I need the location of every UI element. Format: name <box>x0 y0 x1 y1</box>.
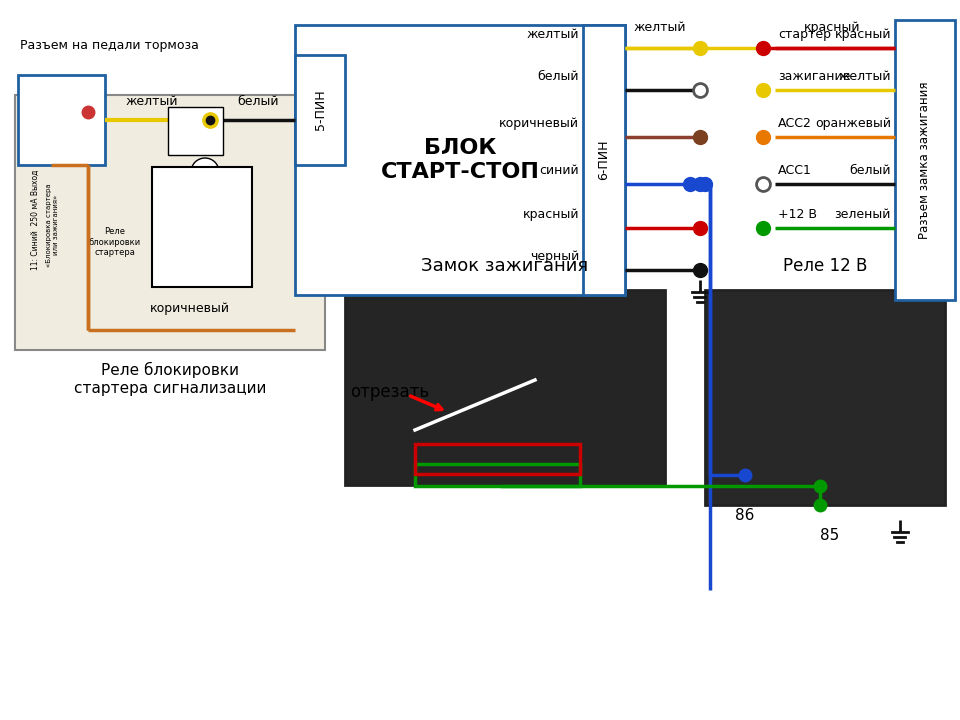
FancyBboxPatch shape <box>295 55 345 165</box>
Text: Реле блокировки
стартера сигнализации: Реле блокировки стартера сигнализации <box>74 362 266 395</box>
Text: 85: 85 <box>821 528 840 542</box>
Text: CN4
-11-: CN4 -11- <box>185 120 205 141</box>
Text: Реле
блокировки
стартера: Реле блокировки стартера <box>89 227 141 257</box>
Bar <box>415 464 580 486</box>
Text: черный: черный <box>530 250 579 263</box>
FancyBboxPatch shape <box>583 25 625 295</box>
Bar <box>345 290 665 485</box>
Text: 6-ПИН: 6-ПИН <box>597 140 611 180</box>
Text: Разъем замка зажигания: Разъем замка зажигания <box>919 81 931 239</box>
Text: зеленый: зеленый <box>834 208 891 221</box>
Text: Или: Или <box>197 168 213 176</box>
Text: 35: 35 <box>196 195 208 205</box>
Text: 5-ПИН: 5-ПИН <box>314 90 326 130</box>
Text: 2б   2а: 2б 2а <box>187 178 216 186</box>
Text: зажигание: зажигание <box>778 70 851 83</box>
Text: АСС1: АСС1 <box>778 164 812 177</box>
Circle shape <box>191 158 219 186</box>
Bar <box>415 444 580 474</box>
Text: БЛОК
СТАРТ-СТОП: БЛОК СТАРТ-СТОП <box>380 138 540 181</box>
Text: 11: Синий  250 мА Выход: 11: Синий 250 мА Выход <box>31 170 39 270</box>
FancyBboxPatch shape <box>295 25 625 295</box>
Bar <box>15 95 325 350</box>
Text: Разъем на педали тормоза: Разъем на педали тормоза <box>20 38 199 52</box>
Text: 86: 86 <box>735 508 755 523</box>
Text: +12 В: +12 В <box>778 208 817 221</box>
Text: красный: красный <box>522 208 579 221</box>
Bar <box>168 107 223 155</box>
Text: белый: белый <box>538 70 579 83</box>
Text: коричневый: коричневый <box>150 302 230 315</box>
Text: 30: 30 <box>196 247 208 257</box>
Text: белый: белый <box>850 164 891 177</box>
Text: Реле 12 В: Реле 12 В <box>782 257 867 275</box>
Text: красный: красный <box>804 21 860 34</box>
Text: стартер: стартер <box>778 28 831 41</box>
Text: «Блокировка стартера
или зажигания»: «Блокировка стартера или зажигания» <box>45 183 59 267</box>
Text: 87   87а: 87 87а <box>184 228 219 236</box>
Bar <box>152 167 252 287</box>
Text: желтый: желтый <box>838 70 891 83</box>
Text: АСС2: АСС2 <box>778 117 812 130</box>
Text: желтый: желтый <box>526 28 579 41</box>
Bar <box>18 75 105 165</box>
Text: красный: красный <box>834 28 891 41</box>
Text: Замок зажигания: Замок зажигания <box>421 257 588 275</box>
Text: коричневый: коричневый <box>499 117 579 130</box>
Bar <box>895 20 955 300</box>
Text: отрезать: отрезать <box>350 383 429 401</box>
Bar <box>705 290 945 505</box>
Text: синий: синий <box>540 164 579 177</box>
Text: белый: белый <box>237 95 278 108</box>
Text: желтый: желтый <box>634 21 686 34</box>
Text: желтый: желтый <box>126 95 179 108</box>
Text: оранжевый: оранжевый <box>815 117 891 130</box>
Text: 86: 86 <box>196 270 208 280</box>
